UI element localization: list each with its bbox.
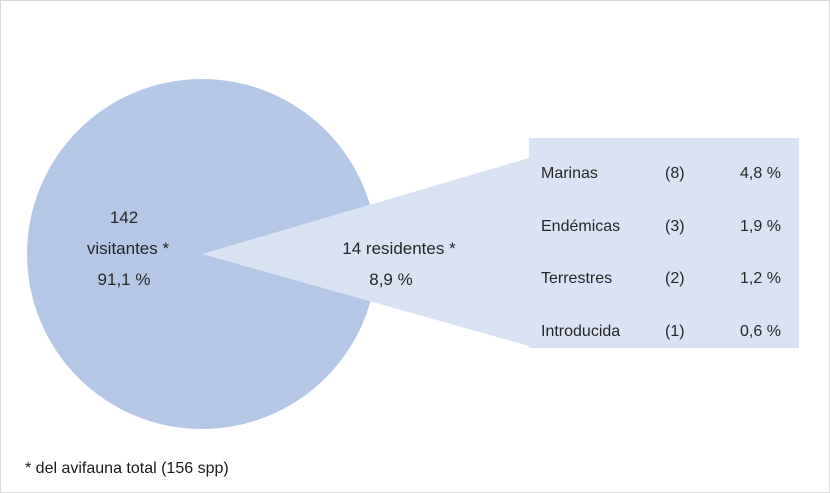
breakdown-percent: 1,9 % bbox=[740, 218, 781, 235]
breakdown-percent: 4,8 % bbox=[740, 165, 781, 182]
breakdown-row-terrestres: Terrestres (2) 1,2 % bbox=[541, 270, 781, 287]
breakdown-row-introducida: Introducida (1) 0,6 % bbox=[541, 323, 781, 340]
pie-slice-residentes bbox=[202, 158, 529, 346]
residentes-percent-label: 8,9 % bbox=[369, 270, 412, 289]
visitantes-percent-label: 91,1 % bbox=[98, 270, 151, 289]
visitantes-count-label: 142 bbox=[110, 208, 138, 227]
breakdown-percent: 1,2 % bbox=[740, 270, 781, 287]
visitantes-name-label: visitantes * bbox=[87, 239, 170, 258]
breakdown-category: Endémicas bbox=[541, 218, 620, 235]
breakdown-count: (1) bbox=[665, 323, 685, 340]
breakdown-category: Marinas bbox=[541, 165, 598, 182]
breakdown-row-marinas: Marinas (8) 4,8 % bbox=[541, 165, 781, 182]
breakdown-count: (2) bbox=[665, 270, 685, 287]
breakdown-category: Terrestres bbox=[541, 270, 612, 287]
breakdown-count: (3) bbox=[665, 218, 685, 235]
breakdown-table-bg bbox=[529, 138, 799, 348]
footnote: * del avifauna total (156 spp) bbox=[25, 460, 229, 477]
residentes-name-label: 14 residentes * bbox=[342, 239, 456, 258]
breakdown-category: Introducida bbox=[541, 323, 620, 340]
breakdown-percent: 0,6 % bbox=[740, 323, 781, 340]
breakdown-row-endemicas: Endémicas (3) 1,9 % bbox=[541, 218, 781, 235]
breakdown-count: (8) bbox=[665, 165, 685, 182]
